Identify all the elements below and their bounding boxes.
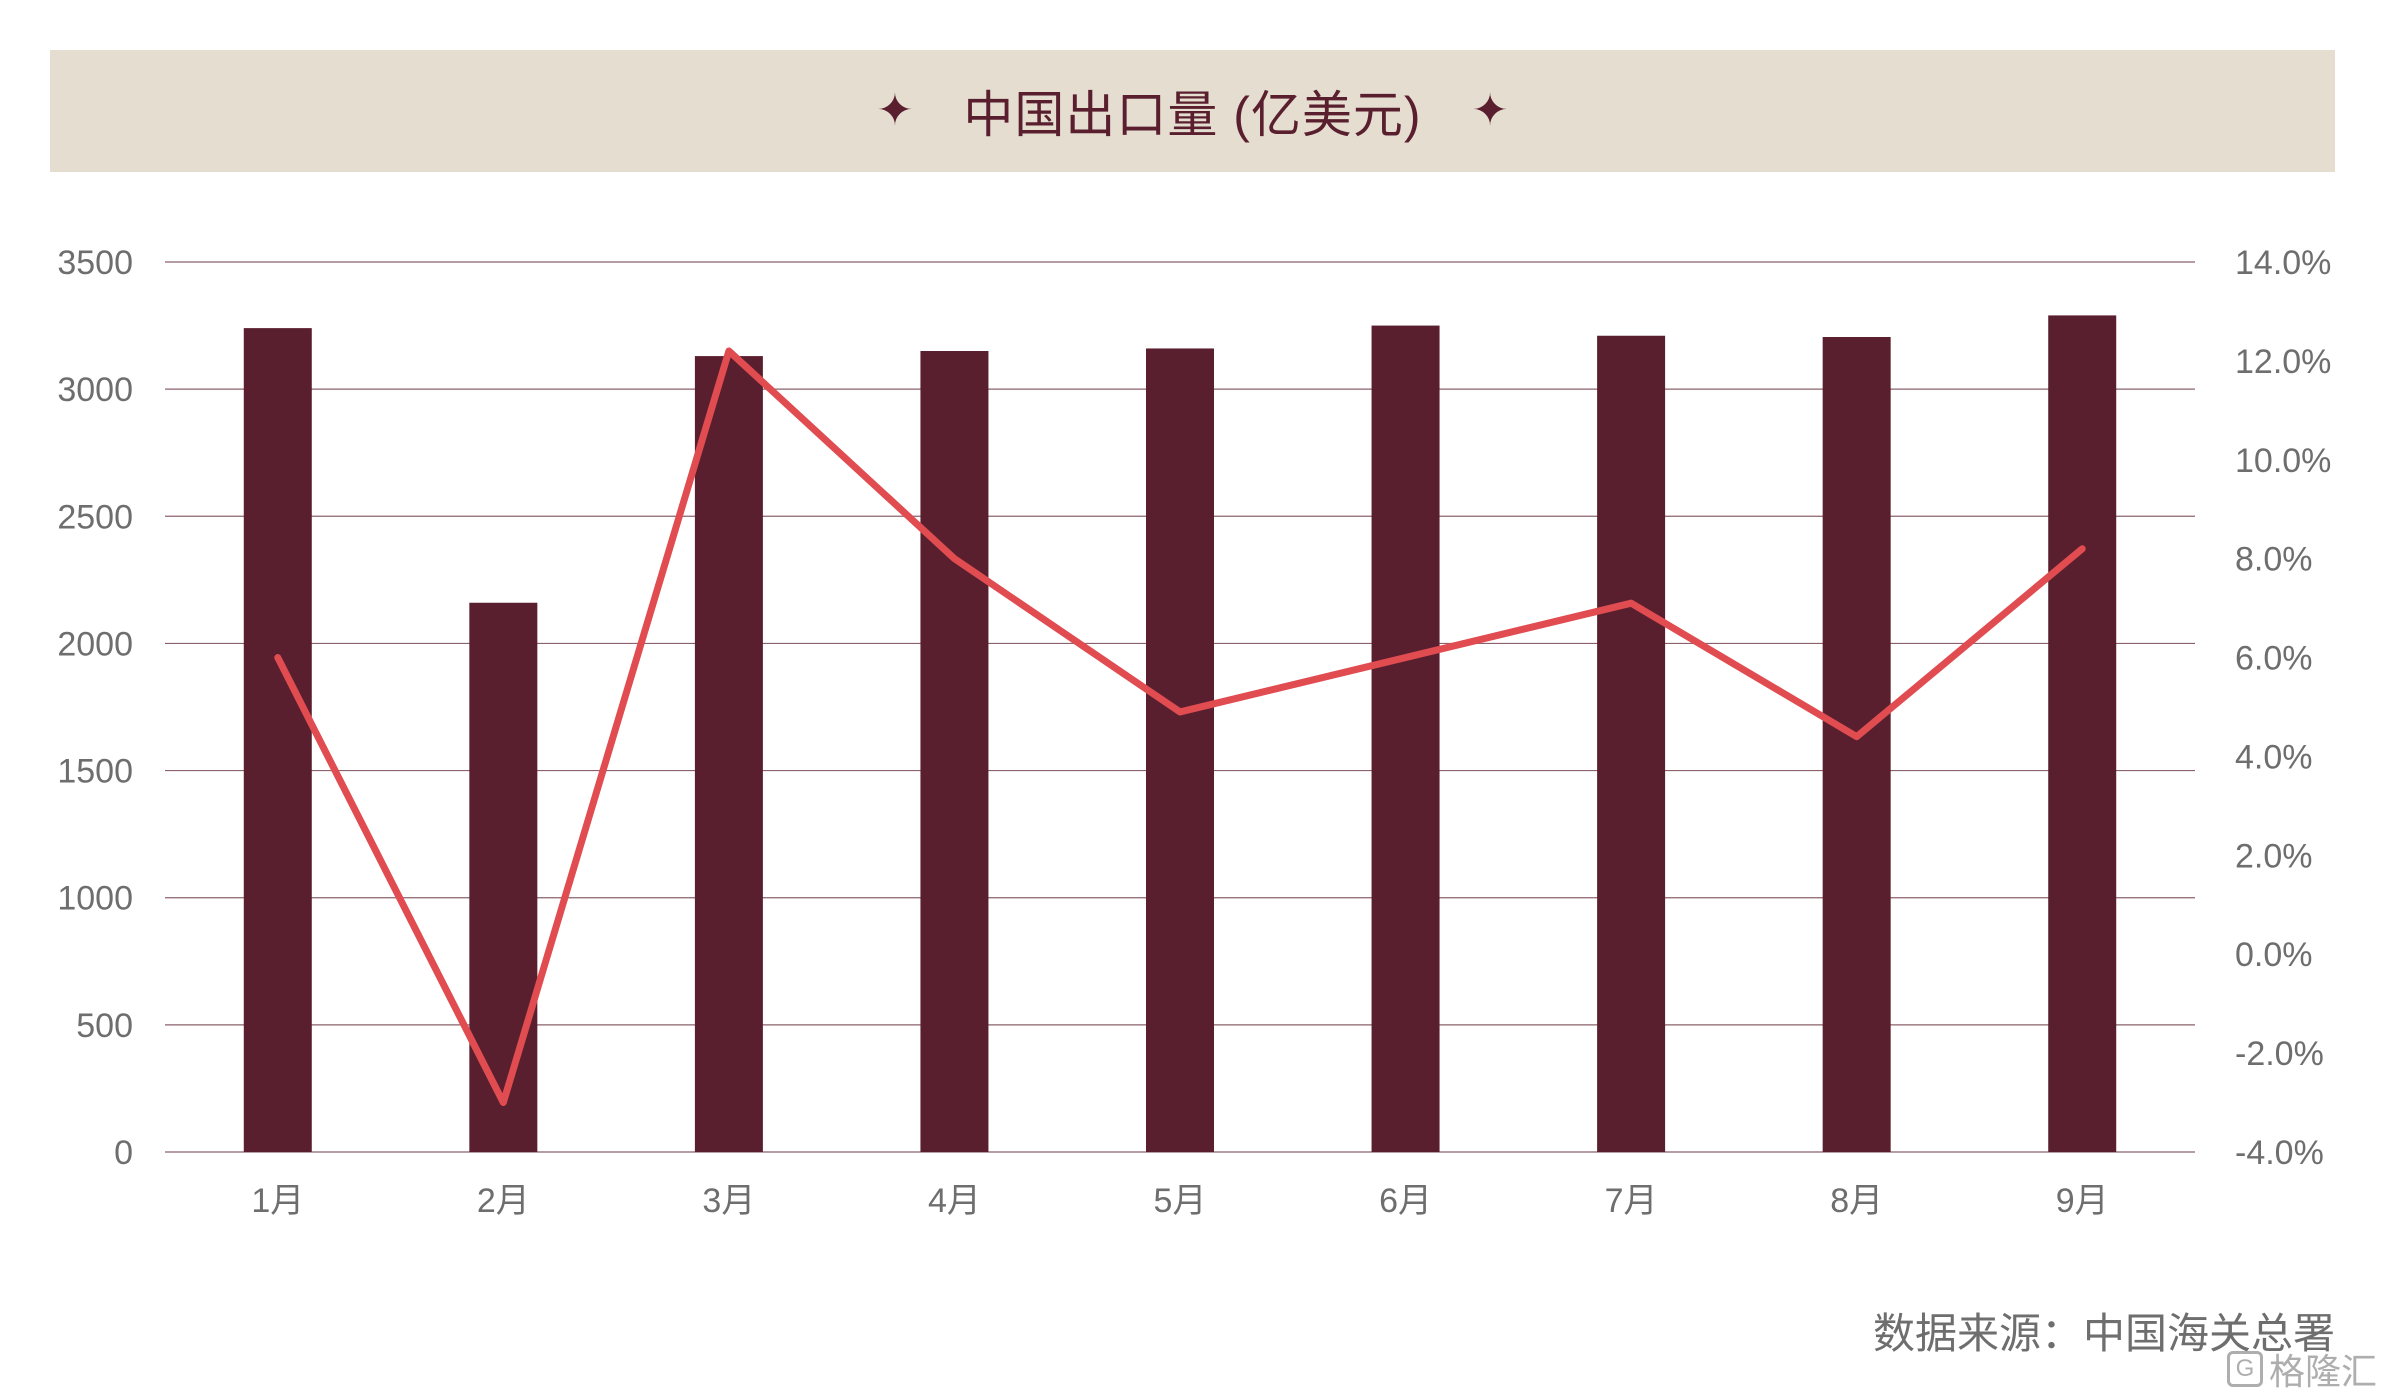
y-left-tick-label: 500 [76,1007,133,1045]
data-source: 数据来源：中国海关总署 [1872,1310,2335,1357]
y-right-tick-label: 12.0% [2235,343,2331,381]
bar [694,356,763,1153]
y-right-tick-label: -2.0% [2235,1035,2324,1073]
bar [920,351,989,1152]
x-tick-label: 5月 [1154,1182,1207,1220]
star-icon-left: ✦ [876,86,914,135]
y-right-tick-label: 0.0% [2235,936,2313,974]
bar [1371,325,1440,1153]
bar [2048,315,2117,1152]
bar [1822,337,1891,1152]
y-left-tick-label: 2500 [57,498,133,536]
y-right-tick-label: 4.0% [2235,738,2313,776]
x-tick-label: 9月 [2056,1182,2109,1220]
chart-title: 中国出口量 (亿美元) [963,87,1422,143]
gelonghui-logo-icon: G [2226,1351,2263,1387]
y-right-tick-label: 8.0% [2235,541,2313,579]
bar [243,328,312,1153]
right-axis-ticks: -4.0% -2.0% 0.0% 2.0% 4.0% 6.0% 8.0% 10.0% 12.0%… [2235,244,2331,1172]
star-icon-right: ✦ [1471,86,1509,135]
y-left-tick-label: 1500 [57,753,133,791]
bar [1146,348,1214,1152]
y-right-tick-label: 6.0% [2235,640,2313,678]
x-tick-label: 8月 [1830,1182,1883,1220]
growth-line [274,347,2086,1107]
watermark: G 格隆汇 [2226,1343,2377,1395]
x-tick-label: 4月 [928,1182,981,1220]
y-left-tick-label: 1000 [57,880,133,918]
bar [469,602,538,1152]
y-left-tick-label: 0 [114,1134,133,1172]
x-tick-label: 2月 [477,1182,530,1220]
x-tick-label: 6月 [1379,1182,1432,1220]
x-tick-label: 3月 [702,1182,755,1220]
watermark-text: 格隆汇 [2268,1351,2377,1392]
bar-series [243,315,2117,1153]
line-series [274,347,2086,1107]
y-right-tick-label: -4.0% [2235,1134,2324,1172]
y-left-tick-label: 2000 [57,625,133,663]
left-axis-ticks: 0 500 1000 1500 2000 2500 3000 3500 [57,244,133,1172]
x-tick-label: 1月 [251,1182,304,1220]
x-tick-label: 7月 [1605,1182,1658,1220]
y-right-tick-label: 14.0% [2235,244,2331,282]
x-axis-ticks: 1月 2月 3月 4月 5月 6月 7月 8月 9月 [251,1182,2108,1220]
y-right-tick-label: 2.0% [2235,837,2313,875]
y-left-tick-label: 3500 [57,244,133,282]
y-right-tick-label: 10.0% [2235,442,2331,480]
title-banner: ✦ 中国出口量 (亿美元) ✦ [50,50,2335,172]
y-left-tick-label: 3000 [57,371,133,409]
bar [1597,335,1666,1152]
